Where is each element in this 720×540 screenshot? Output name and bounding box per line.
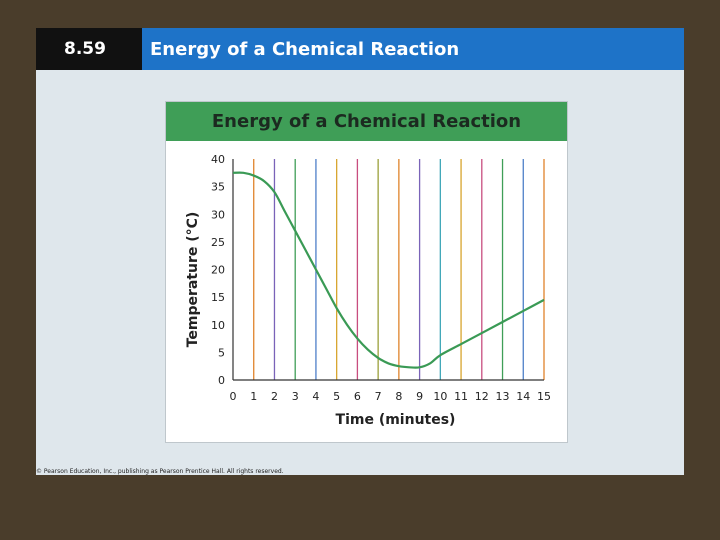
x-tick-label: 13 bbox=[496, 390, 510, 403]
slide-number: 8.59 bbox=[36, 28, 142, 70]
x-tick-label: 6 bbox=[354, 390, 361, 403]
x-tick-label: 11 bbox=[454, 390, 468, 403]
y-tick-label: 30 bbox=[211, 208, 225, 221]
x-tick-label: 0 bbox=[230, 390, 237, 403]
x-tick-label: 8 bbox=[395, 390, 402, 403]
x-tick-label: 12 bbox=[475, 390, 489, 403]
y-axis-label: Temperature (°C) bbox=[185, 212, 201, 348]
y-tick-label: 40 bbox=[211, 153, 225, 166]
y-tick-label: 35 bbox=[211, 181, 225, 194]
y-tick-label: 10 bbox=[211, 319, 225, 332]
slide: 8.59 Energy of a Chemical Reaction Energ… bbox=[36, 28, 684, 475]
y-tick-label: 20 bbox=[211, 264, 225, 277]
x-tick-label: 9 bbox=[416, 390, 423, 403]
x-tick-label: 14 bbox=[516, 390, 530, 403]
x-tick-label: 1 bbox=[250, 390, 257, 403]
x-tick-label: 7 bbox=[375, 390, 382, 403]
y-tick-label: 15 bbox=[211, 291, 225, 304]
slide-title: Energy of a Chemical Reaction bbox=[142, 28, 684, 70]
x-tick-label: 3 bbox=[292, 390, 299, 403]
chart-title: Energy of a Chemical Reaction bbox=[166, 102, 567, 141]
y-tick-label: 0 bbox=[218, 374, 225, 387]
temperature-curve bbox=[232, 171, 545, 369]
x-tick-label: 15 bbox=[537, 390, 551, 403]
y-tick-label: 5 bbox=[218, 346, 225, 359]
copyright-notice: © Pearson Education, Inc., publishing as… bbox=[36, 468, 284, 475]
x-tick-label: 4 bbox=[312, 390, 319, 403]
x-tick-label: 10 bbox=[433, 390, 447, 403]
y-tick-label: 25 bbox=[211, 236, 225, 249]
chart-panel: Energy of a Chemical Reaction 0 5 10 15 20 25… bbox=[165, 101, 568, 443]
x-axis-label: Time (minutes) bbox=[336, 412, 456, 428]
x-tick-label: 2 bbox=[271, 390, 278, 403]
x-tick-label: 5 bbox=[333, 390, 340, 403]
